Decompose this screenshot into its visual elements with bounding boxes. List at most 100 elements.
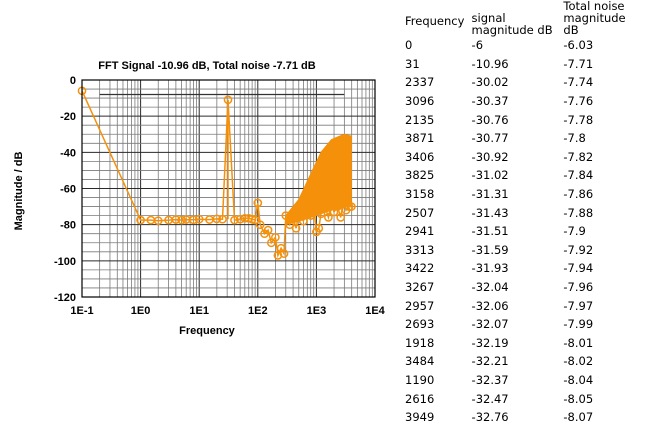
data-point — [230, 215, 239, 225]
cell-frequency: 2693 — [405, 317, 435, 332]
table-header-row: Frequency signal magnitude dB Total nois… — [403, 0, 645, 36]
data-point — [336, 213, 346, 222]
y-tick-label: -100 — [54, 256, 76, 268]
cell-frequency: 2337 — [405, 75, 435, 90]
cell-total-noise: -7.92 — [563, 242, 594, 257]
cell-frequency: 3949 — [405, 410, 435, 425]
data-table-panel: Frequency signal magnitude dB Total nois… — [403, 0, 645, 424]
cell-total-noise: -7.88 — [563, 205, 594, 220]
plot-frame — [81, 79, 376, 298]
x-tick-label: 1E2 — [248, 305, 268, 317]
cell-signal-magnitude: -32.19 — [471, 335, 509, 350]
cell-frequency: 3313 — [405, 242, 435, 257]
table-row: 3158 -31.31 -7.86 — [403, 185, 645, 204]
cell-signal-magnitude: -31.43 — [471, 205, 509, 220]
cell-signal-magnitude: -31.51 — [471, 224, 509, 239]
data-point — [314, 223, 324, 233]
cell-signal-magnitude: -32.04 — [471, 280, 509, 295]
cell-total-noise: -7.84 — [563, 168, 594, 183]
cell-total-noise: -7.71 — [563, 56, 594, 71]
cell-signal-magnitude: -30.77 — [471, 131, 509, 146]
y-tick-label: -40 — [60, 147, 76, 159]
cell-frequency: 3422 — [405, 261, 435, 276]
cell-total-noise: -8.07 — [563, 410, 594, 425]
data-point — [153, 216, 163, 226]
data-point — [223, 95, 233, 105]
data-table: Frequency signal magnitude dB Total nois… — [403, 0, 645, 426]
cell-total-noise: -7.78 — [563, 112, 594, 127]
data-point — [347, 202, 356, 211]
cell-total-noise: -7.76 — [563, 94, 594, 109]
cell-total-noise: -7.99 — [563, 317, 594, 332]
cell-signal-magnitude: -30.76 — [471, 112, 509, 127]
table-row: 3871 -30.77 -7.8 — [403, 129, 645, 148]
data-point — [177, 215, 186, 225]
cell-frequency: 1918 — [405, 335, 435, 350]
table-row: 3949 -32.76 -8.07 — [403, 408, 645, 426]
x-tick-label: 1E3 — [307, 305, 327, 317]
cell-frequency: 0 — [405, 38, 413, 53]
y-axis-label: Magnitude / dB — [13, 152, 25, 231]
table-row: 2616 -32.47 -8.05 — [403, 389, 645, 408]
cell-total-noise: -7.8 — [563, 131, 586, 146]
data-point — [309, 202, 319, 211]
data-point — [266, 238, 276, 248]
data-point — [306, 211, 316, 220]
cell-frequency: 2957 — [405, 298, 435, 313]
cell-frequency: 3267 — [405, 280, 435, 295]
x-tick-label: 1E1 — [189, 305, 209, 317]
header-total-noise-magnitude: Total noise magnitude dB — [563, 0, 626, 37]
table-row: 3422 -31.93 -7.94 — [403, 259, 645, 278]
data-point — [333, 202, 342, 211]
data-point — [320, 202, 330, 211]
table-row: 2941 -31.51 -7.9 — [403, 222, 645, 241]
data-point — [250, 215, 260, 225]
cell-signal-magnitude: -32.47 — [471, 391, 509, 406]
data-point — [279, 249, 289, 258]
table-row: 2337 -30.02 -7.74 — [403, 73, 645, 92]
header-frequency: Frequency — [405, 14, 465, 28]
cell-frequency: 3096 — [405, 94, 435, 109]
cell-total-noise: -7.96 — [563, 280, 594, 295]
table-row: 1190 -32.37 -8.04 — [403, 371, 645, 390]
table-row: 2693 -32.07 -7.99 — [403, 315, 645, 334]
data-point — [339, 195, 348, 204]
table-row: 1918 -32.19 -8.01 — [403, 334, 645, 353]
cell-signal-magnitude: -30.02 — [471, 75, 509, 90]
y-tick-label: -20 — [60, 111, 76, 123]
data-point — [324, 213, 333, 222]
data-point — [212, 214, 222, 224]
cell-total-noise: -7.97 — [563, 298, 594, 313]
cell-frequency: 3871 — [405, 131, 435, 146]
cell-signal-magnitude: -10.96 — [471, 56, 509, 71]
cell-frequency: 3406 — [405, 149, 435, 164]
cell-total-noise: -7.9 — [563, 224, 586, 239]
cell-signal-magnitude: -6 — [471, 38, 484, 53]
data-point — [171, 215, 181, 224]
data-point — [218, 214, 227, 224]
table-row: 3484 -32.21 -8.02 — [403, 352, 645, 371]
data-point — [291, 223, 301, 233]
chart-series — [77, 86, 356, 260]
cell-frequency: 3484 — [405, 354, 435, 369]
cell-signal-magnitude: -30.37 — [471, 94, 509, 109]
table-row: 3267 -32.04 -7.96 — [403, 278, 645, 297]
y-tick-label: -60 — [60, 184, 76, 196]
table-row: 2135 -30.76 -7.78 — [403, 110, 645, 129]
data-point — [136, 215, 145, 225]
cell-signal-magnitude: -31.31 — [471, 187, 509, 202]
cell-frequency: 2135 — [405, 112, 435, 127]
cell-signal-magnitude: -32.76 — [471, 410, 509, 425]
table-row: 3406 -30.92 -7.82 — [403, 148, 645, 167]
cell-signal-magnitude: -32.06 — [471, 298, 509, 313]
table-row: 2507 -31.43 -7.88 — [403, 203, 645, 222]
cell-total-noise: -7.82 — [563, 149, 594, 164]
y-tick-label: -80 — [60, 220, 76, 232]
cell-signal-magnitude: -31.93 — [471, 261, 509, 276]
cell-signal-magnitude: -32.21 — [471, 354, 509, 369]
cell-signal-magnitude: -31.02 — [471, 168, 509, 183]
cell-signal-magnitude: -32.07 — [471, 317, 509, 332]
cell-frequency: 31 — [405, 56, 420, 71]
y-tick-label: -120 — [54, 292, 76, 304]
cell-frequency: 3158 — [405, 187, 435, 202]
